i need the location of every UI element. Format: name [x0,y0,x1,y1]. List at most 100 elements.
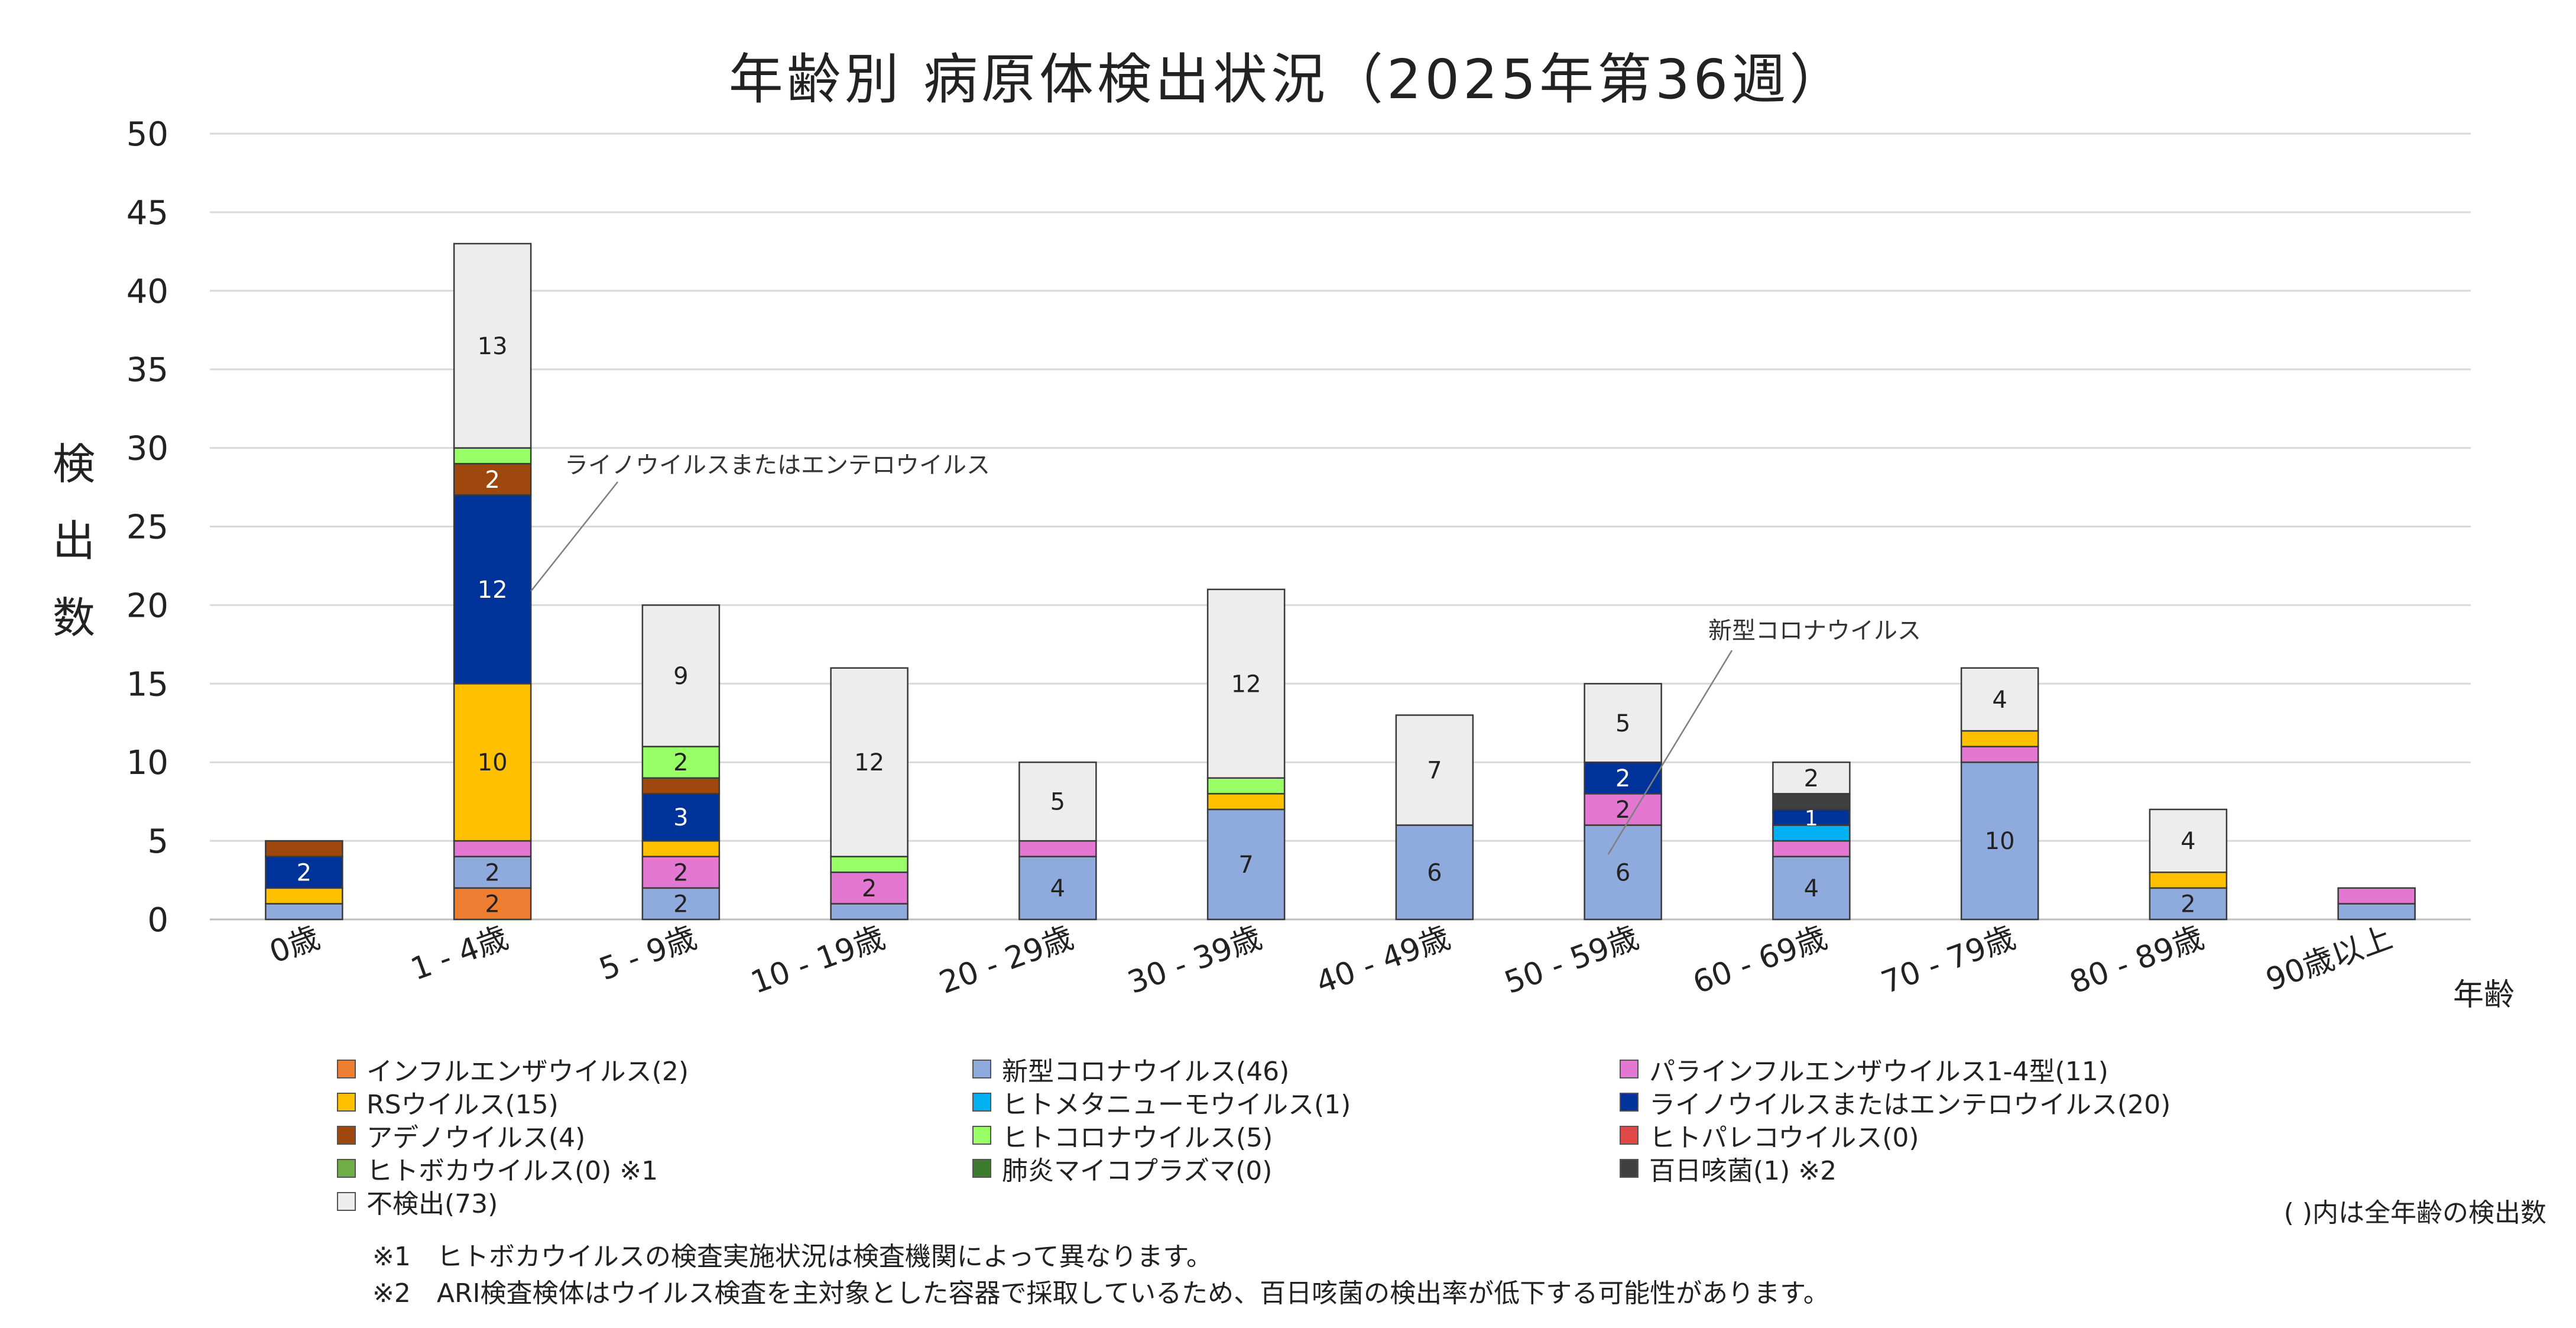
x-tick-label: 1 - 4歳 [406,920,512,988]
data-label: 5 [1615,710,1630,737]
bar-segment [1018,856,1097,921]
x-tick-label: 30 - 39歳 [1123,920,1266,1001]
legend-swatch [1620,1093,1639,1112]
bar-segment [2149,808,2228,873]
x-tick-label: 80 - 89歳 [2065,920,2208,1001]
bar-segment [830,903,909,921]
data-label: 7 [1238,851,1253,879]
legend-swatch [337,1093,356,1112]
bar-segment [641,856,721,889]
legend-label: ライノウイルスまたはエンテロウイルス(20) [1649,1090,2171,1120]
data-label: 4 [1804,875,1819,902]
y-tick-label: 50 [126,115,168,154]
legend-item: ライノウイルスまたはエンテロウイルス(20) [1620,1086,2171,1120]
legend-swatch [1620,1060,1639,1078]
legend-item: RSウイルス(15) [337,1086,559,1120]
x-tick-label: 60 - 69歳 [1688,920,1831,1001]
x-tick-label: 70 - 79歳 [1877,920,2020,1001]
data-label: 12 [1231,671,1261,698]
bar-segment [453,447,532,465]
bar-segment [1018,840,1097,857]
y-axis-label-char: 検 [52,439,95,489]
data-label: 4 [2181,828,2195,855]
bar-segment [641,604,721,747]
legend-swatch [1620,1126,1639,1145]
data-label: 2 [1615,765,1630,792]
data-label: 7 [1427,757,1442,784]
data-label: 2 [2181,890,2195,918]
legend-label: 肺炎マイコプラズマ(0) [1002,1156,1273,1186]
bar-segment [265,856,343,889]
bar-segment [453,462,532,496]
data-label: 2 [673,890,688,918]
data-label: 4 [1050,875,1065,902]
bar-segment [1584,793,1662,826]
bar-segment [1206,793,1286,811]
y-tick-label: 30 [126,430,168,468]
y-tick-label: 40 [126,273,168,311]
x-tick-label: 40 - 49歳 [1312,920,1455,1001]
data-label: 1 [1805,806,1818,831]
y-tick-label: 15 [126,665,168,704]
annotation-leader [530,481,618,592]
legend-item: ヒトコロナウイルス(5) [972,1119,1273,1153]
data-label: 10 [1985,828,2015,855]
data-label: 12 [478,576,508,604]
data-label: 9 [673,663,688,690]
bar-segment [1206,808,1286,921]
bar-segment [1960,667,2039,732]
legend-item: アデノウイルス(4) [337,1119,585,1153]
bar-segment [2337,887,2416,905]
bar-segment [1960,746,2039,763]
x-axis-label: 年齢 [2453,977,2515,1013]
data-label: 6 [1427,859,1442,886]
legend-item: ヒトパレコウイルス(0) [1620,1119,1919,1153]
legend-item: ヒトメタニューモウイルス(1) [972,1086,1351,1120]
legend-swatch [972,1093,991,1112]
bar-segment [1960,761,2039,921]
legend-label: インフルエンザウイルス(2) [366,1057,689,1087]
x-tick-label: 0歳 [265,920,324,970]
bar-segment [453,856,532,889]
y-tick-label: 0 [147,901,168,940]
footnotes: ※1 ヒトボカウイルスの検査実施状況は検査機関によって異なります。 ※2 ARI… [372,1239,1829,1312]
x-tick-label: 20 - 29歳 [935,920,1078,1001]
bar-segment [453,683,532,842]
bar-segment [830,667,909,857]
bar-segment [1772,824,1851,842]
data-label: 2 [1804,765,1819,792]
legend-swatch [337,1159,356,1178]
legend-label: ヒトボカウイルス(0) ※1 [366,1156,658,1186]
y-axis-label-char: 出 [52,516,95,566]
data-label: 2 [485,859,499,886]
bar-segment [641,777,721,795]
annotation-label: ライノウイルスまたはエンテロウイルス [564,452,990,479]
y-tick-label: 20 [126,587,168,625]
x-tick-label: 90歳以上 [2262,920,2397,998]
bar-segment [830,856,909,873]
data-label: 2 [673,749,688,776]
footnote-2: ※2 ARI検査検体はウイルス検査を主対象とした容器で採取しているため、百日咳菌… [372,1278,1829,1308]
legend-label: ヒトパレコウイルス(0) [1649,1123,1919,1153]
legend-label: 百日咳菌(1) ※2 [1649,1156,1837,1186]
legend-label: 不検出(73) [366,1189,498,1219]
chart-title: 年齢別 病原体検出状況（2025年第36週） [728,48,1848,111]
legend-swatch [972,1126,991,1145]
bar-segment [641,746,721,779]
legend-swatch [1620,1159,1639,1178]
y-axis-label: 検出数 [47,426,100,656]
y-tick-label: 10 [126,744,168,782]
y-axis-label-char: 数 [52,593,95,643]
annotation-label: 新型コロナウイルス [1708,617,1921,644]
bar-segment [1206,588,1286,779]
bar-segment [1018,761,1097,842]
bar-segment [1772,761,1851,795]
legend-swatch [337,1192,356,1211]
x-tick-label: 50 - 59歳 [1500,920,1643,1001]
legend-swatch [972,1060,991,1078]
legend-item: 百日咳菌(1) ※2 [1620,1152,1837,1186]
legend-item: パラインフルエンザウイルス1-4型(11) [1620,1052,2108,1087]
y-tick-label: 5 [147,822,168,861]
bar-segment [830,872,909,905]
footnote-1: ※1 ヒトボカウイルスの検査実施状況は検査機関によって異なります。 [372,1242,1212,1272]
